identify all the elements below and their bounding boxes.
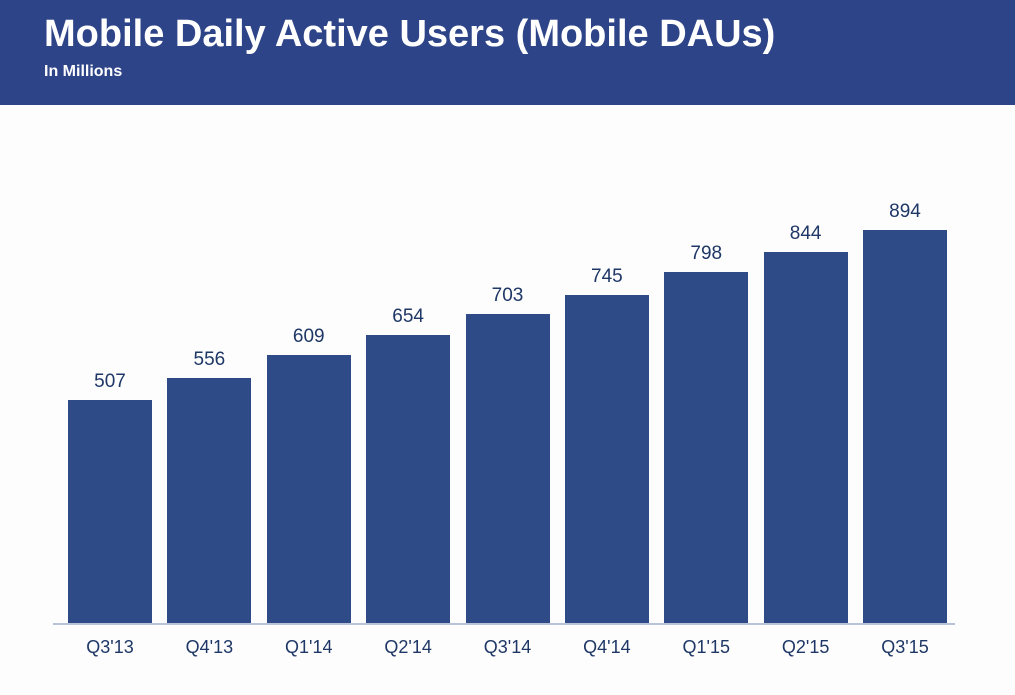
bar-value-label: 894 — [889, 201, 921, 222]
bar — [564, 295, 649, 623]
bar-value-label: 654 — [392, 306, 424, 327]
bar-chart: 507 556 609 654 703 745 798 844 894 Q3'13 Q4'13 Q1… — [53, 115, 955, 695]
x-axis-tick-label: Q4'13 — [185, 637, 234, 657]
bar-group: 745 — [564, 266, 649, 623]
bar-group: 703 — [465, 285, 550, 623]
bar-group: 894 — [863, 201, 947, 623]
bar-group: 844 — [763, 223, 848, 623]
x-axis-tick-label: Q2'14 — [384, 637, 432, 657]
bar-group: 654 — [366, 306, 451, 623]
x-axis-tick-label: Q3'14 — [483, 637, 532, 657]
bar-value-label: 507 — [94, 371, 126, 392]
x-axis-tick-label: Q4'14 — [583, 637, 631, 657]
bar-value-label: 703 — [491, 285, 524, 306]
bar-value-label: 798 — [690, 243, 723, 264]
x-axis-tick-label: Q2'15 — [781, 637, 830, 657]
bar — [465, 314, 550, 623]
bar-group: 556 — [167, 349, 252, 623]
bar-value-label: 844 — [789, 223, 822, 244]
header-banner: Mobile Daily Active Users (Mobile DAUs) … — [0, 0, 1015, 105]
x-axis-tick-label: Q1'15 — [682, 637, 730, 657]
bar-group: 798 — [664, 243, 749, 623]
bar — [664, 272, 749, 623]
chart-subtitle: In Millions — [44, 62, 123, 80]
x-axis-tick-label: Q1'14 — [285, 637, 333, 657]
bar — [763, 252, 848, 623]
bar — [68, 400, 152, 623]
plot-area: 507 556 609 654 703 745 798 844 894 — [53, 115, 955, 625]
x-axis-tick-label: Q3'15 — [881, 637, 929, 657]
bar — [863, 230, 947, 623]
bar-value-label: 745 — [591, 266, 623, 287]
bar-value-label: 556 — [193, 349, 226, 370]
x-axis-tick-label: Q3'13 — [86, 637, 134, 657]
bar — [366, 335, 451, 623]
bar-group: 609 — [266, 326, 351, 623]
bar — [266, 355, 351, 623]
x-axis-labels: Q3'13 Q4'13 Q1'14 Q2'14 Q3'14 Q4'14 Q1'15 Q2'15… — [53, 637, 955, 658]
bar-group: 507 — [68, 371, 152, 623]
chart-title: Mobile Daily Active Users (Mobile DAUs) — [44, 13, 776, 55]
bar — [167, 378, 252, 623]
bar-value-label: 609 — [292, 326, 325, 347]
